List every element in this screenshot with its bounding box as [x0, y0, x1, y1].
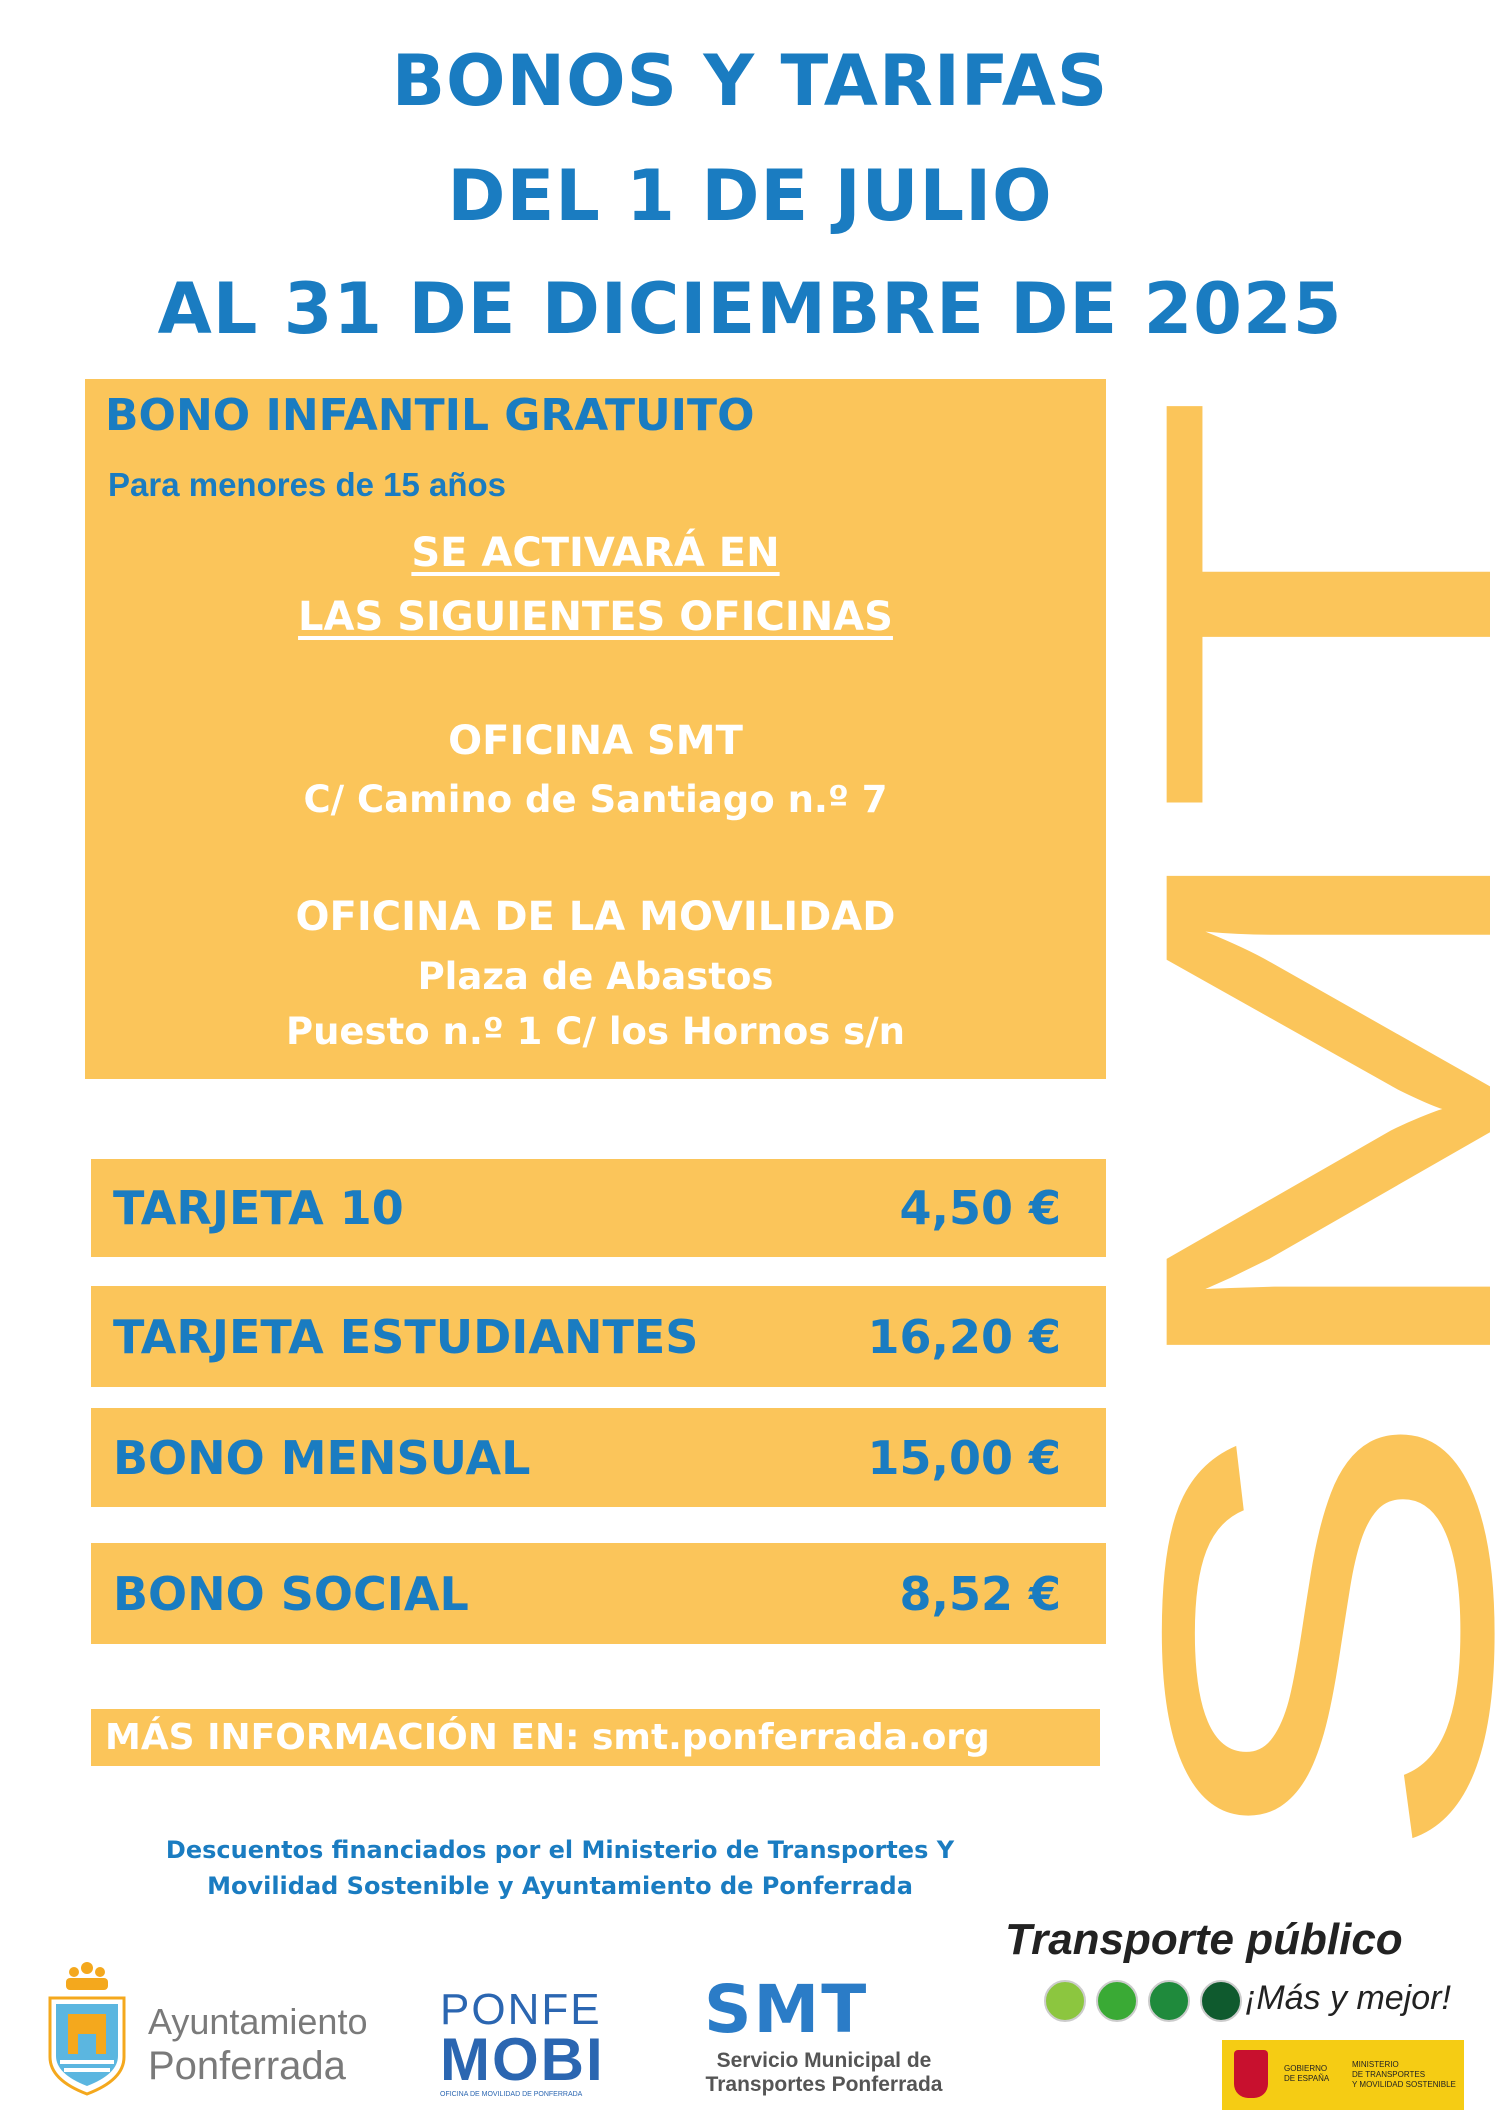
office-movilidad-address-2: Puesto n.º 1 C/ los Hornos s/n [285, 1010, 906, 1053]
ministerio-text: MINISTERIO DE TRANSPORTES Y MOVILIDAD SO… [1352, 2060, 1456, 2090]
fare-price: 4,50 € [899, 1181, 1061, 1235]
transport-mode-icons [1044, 1980, 1242, 2022]
transporte-title: Transporte público [1005, 1915, 1403, 1964]
fare-row: TARJETA ESTUDIANTES 16,20 € [91, 1286, 1106, 1387]
ponfemobi-top: PONFE [440, 1985, 602, 2034]
footnote-line-2: Movilidad Sostenible y Ayuntamiento de P… [207, 1872, 913, 1900]
ponfemobi-tagline: OFICINA DE MOVILIDAD DE PONFERRADA [440, 2091, 583, 2098]
bono-infantil-title: BONO INFANTIL GRATUITO [105, 390, 755, 441]
fare-row: BONO SOCIAL 8,52 € [91, 1543, 1106, 1644]
smt-logo: SMT Servicio Municipal de Transportes Po… [700, 1971, 950, 2097]
office-movilidad-name: OFICINA DE LA MOVILIDAD [295, 894, 896, 940]
office-smt-name: OFICINA SMT [448, 718, 743, 764]
gobierno-logo: GOBIERNO DE ESPAÑA MINISTERIO DE TRANSPO… [1222, 2040, 1464, 2110]
smt-watermark-text: SMT [1150, 390, 1500, 1870]
title-line-2: DEL 1 DE JULIO [447, 155, 1053, 237]
ayuntamiento-line-2: Ponferrada [148, 2044, 346, 2088]
transporte-publico-logo: Transporte público ¡Más y mejor! [1005, 1915, 1475, 2022]
ponfemobi-bottom: MOBI [440, 2026, 605, 2093]
title-line-3: AL 31 DE DICIEMBRE DE 2025 [157, 268, 1343, 350]
coat-of-arms-icon [1234, 2050, 1268, 2098]
office-movilidad-address-1: Plaza de Abastos [417, 955, 774, 998]
footnote-line-1: Descuentos financiados por el Ministerio… [165, 1836, 955, 1864]
transporte-slogan: ¡Más y mejor! [1245, 1979, 1451, 2017]
fare-name: BONO SOCIAL [113, 1566, 469, 1621]
fare-price: 16,20 € [867, 1309, 1061, 1364]
train-icon [1200, 1980, 1242, 2022]
activation-line-2: LAS SIGUIENTES OFICINAS [298, 594, 893, 640]
more-info-link[interactable]: MÁS INFORMACIÓN EN: smt.ponferrada.org [91, 1709, 1100, 1766]
ministerio-line-1: MINISTERIO [1352, 2060, 1399, 2069]
ministerio-line-2: DE TRANSPORTES [1352, 2070, 1426, 2079]
gobierno-text: GOBIERNO DE ESPAÑA [1284, 2064, 1329, 2084]
ayuntamiento-line-1: Ayuntamiento [148, 2001, 368, 2042]
office-smt-address: C/ Camino de Santiago n.º 7 [303, 778, 888, 821]
bono-infantil-subtitle: Para menores de 15 años [108, 466, 507, 503]
fare-name: TARJETA ESTUDIANTES [113, 1309, 699, 1364]
scooter-icon [1148, 1980, 1190, 2022]
smt-text: Servicio Municipal de Transportes Ponfer… [704, 2049, 944, 2097]
smt-mark: SMT [704, 1971, 869, 2048]
smt-line-2: Transportes Ponferrada [705, 2073, 943, 2096]
activation-line-1: SE ACTIVARÁ EN [411, 530, 780, 576]
ponferrada-shield-icon [48, 1962, 126, 2096]
fare-row: BONO MENSUAL 15,00 € [91, 1408, 1106, 1507]
title-line-1: BONOS Y TARIFAS [391, 40, 1109, 122]
bono-infantil-panel [85, 379, 1106, 1079]
ayuntamiento-text: Ayuntamiento Ponferrada [148, 2000, 367, 2088]
bicycle-icon [1096, 1980, 1138, 2022]
fare-name: TARJETA 10 [113, 1181, 404, 1235]
footnote: Descuentos financiados por el Ministerio… [60, 1832, 1060, 1904]
gobierno-line-2: DE ESPAÑA [1284, 2074, 1330, 2083]
ponfemobi-logo: PONFE MOBI OFICINA DE MOVILIDAD DE PONFE… [438, 1985, 638, 2105]
tram-icon [1044, 1980, 1086, 2022]
fare-name: BONO MENSUAL [113, 1430, 531, 1485]
fare-row: TARJETA 10 4,50 € [91, 1159, 1106, 1257]
ministerio-line-3: Y MOVILIDAD SOSTENIBLE [1352, 2080, 1456, 2089]
ayuntamiento-logo: Ayuntamiento Ponferrada [44, 1962, 380, 2097]
smt-line-1: Servicio Municipal de [716, 2049, 932, 2072]
fare-price: 15,00 € [867, 1430, 1061, 1485]
fare-price: 8,52 € [899, 1566, 1061, 1621]
smt-watermark: SMT [1150, 390, 1500, 1870]
gobierno-line-1: GOBIERNO [1284, 2064, 1328, 2073]
